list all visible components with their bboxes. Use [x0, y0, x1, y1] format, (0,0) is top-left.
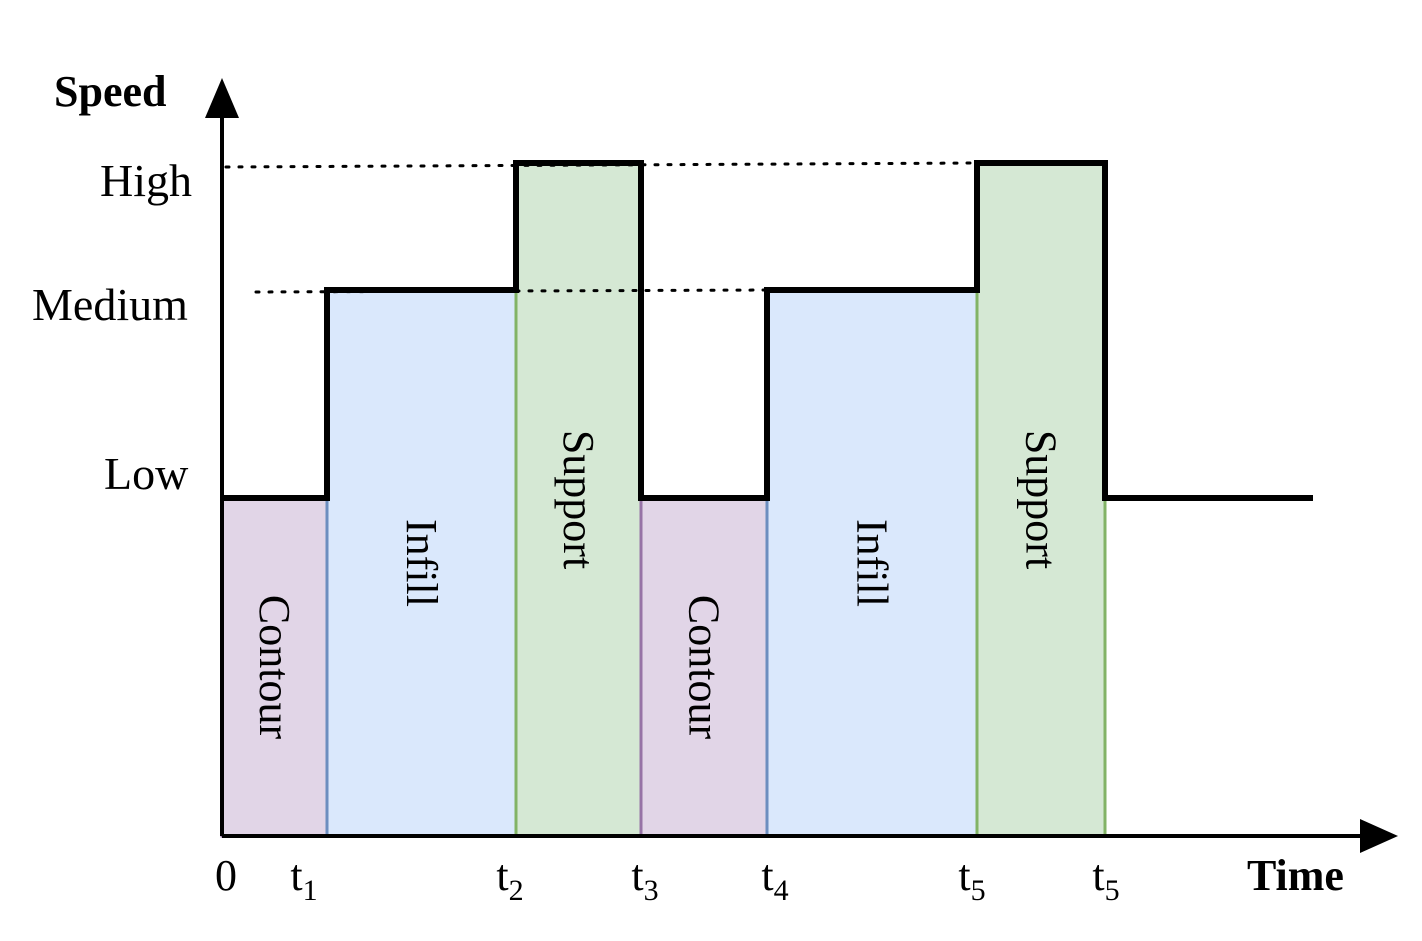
- segment-support-2: [975, 161, 1107, 838]
- time-tick-5: t5: [958, 851, 985, 907]
- segment-infill-2: [765, 288, 979, 838]
- time-tick-subscript: 1: [303, 874, 318, 907]
- level-label-high: High: [100, 155, 192, 206]
- time-tick-subscript: 4: [774, 874, 789, 907]
- level-label-low: Low: [104, 448, 189, 499]
- segment-label-support-2: Support: [1017, 430, 1066, 569]
- time-tick-base: t: [496, 851, 508, 900]
- time-tick-2: t2: [496, 851, 523, 907]
- x-axis-title: Time: [1247, 851, 1344, 900]
- time-tick-base: t: [631, 851, 643, 900]
- segment-label-infill-2: Infill: [848, 519, 897, 607]
- speed-profile-line: [222, 160, 1313, 501]
- time-tick-0: 0: [215, 851, 237, 900]
- time-tick-6: t5: [1092, 851, 1119, 907]
- time-tick-subscript: 2: [509, 874, 524, 907]
- time-tick-3: t3: [631, 851, 658, 907]
- level-label-medium: Medium: [32, 279, 188, 330]
- time-tick-subscript: 5: [1105, 874, 1120, 907]
- segment-label-contour-1: Contour: [250, 595, 299, 740]
- segment-label-contour-2: Contour: [680, 595, 729, 740]
- segment-label-infill-1: Infill: [397, 519, 446, 607]
- time-tick-labels: 0 t1 t2 t3 t4 t5 t5: [215, 851, 1120, 907]
- y-axis-title: Speed: [54, 67, 166, 116]
- time-tick-1: t1: [290, 851, 317, 907]
- segment-label-support-1: Support: [554, 430, 603, 569]
- axes: [205, 78, 1398, 853]
- time-tick-subscript: 5: [971, 874, 986, 907]
- x-axis-arrow-icon: [1360, 819, 1398, 853]
- time-tick-base: t: [290, 851, 302, 900]
- time-tick-4: t4: [761, 851, 788, 907]
- time-tick-subscript: 3: [644, 874, 659, 907]
- phase-segments: [220, 161, 1107, 838]
- phase-labels: Contour Infill Support Contour Infill Support: [250, 430, 1066, 740]
- time-tick-base: t: [761, 851, 773, 900]
- speed-level-labels: High Medium Low: [32, 155, 192, 499]
- y-axis-arrow-icon: [205, 78, 239, 118]
- time-tick-base: 0: [215, 851, 237, 900]
- time-tick-base: t: [1092, 851, 1104, 900]
- segment-contour-1: [220, 496, 329, 838]
- segment-infill-1: [325, 288, 518, 838]
- time-tick-base: t: [958, 851, 970, 900]
